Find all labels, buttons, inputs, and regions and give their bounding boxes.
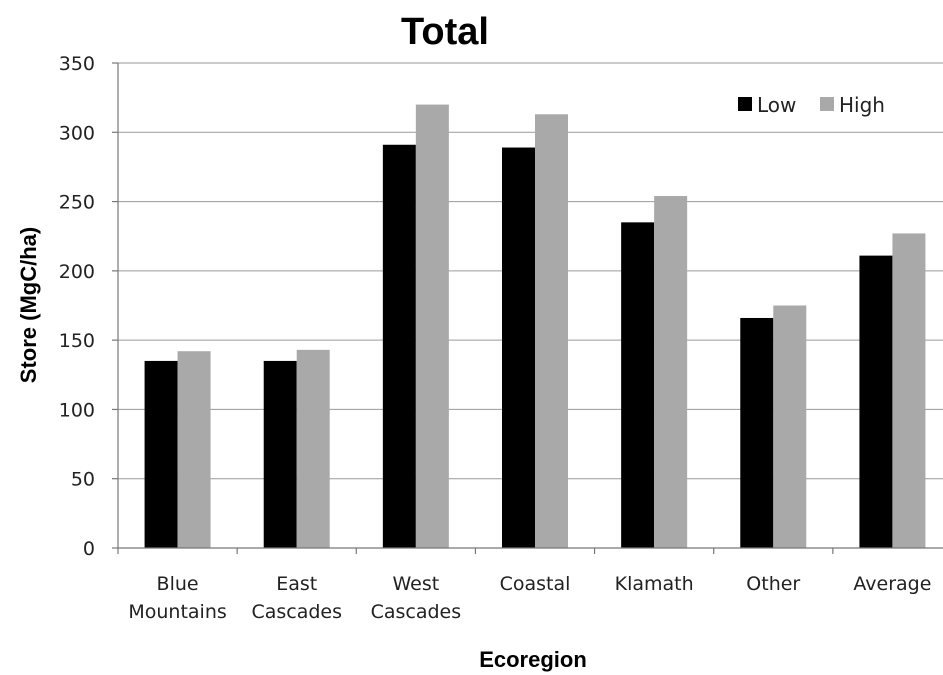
- y-tick-label: 0: [83, 538, 95, 560]
- y-tick-label: 350: [59, 53, 95, 75]
- legend-swatch-low: [738, 97, 752, 111]
- x-tick-label: Klamath: [615, 573, 694, 595]
- y-tick-label: 200: [59, 261, 95, 283]
- bar-high: [296, 349, 330, 548]
- bars: [144, 104, 926, 549]
- x-tick-label: Coastal: [500, 573, 571, 595]
- chart-title: Total: [401, 11, 489, 53]
- bar-high: [892, 233, 926, 548]
- x-axis-title: Ecoregion: [479, 647, 587, 672]
- bar-high: [773, 305, 807, 548]
- x-tick-label: Other: [746, 573, 800, 595]
- bar-low: [621, 222, 655, 548]
- bar-low: [382, 144, 416, 548]
- bar-high: [654, 196, 688, 548]
- legend-label-low: Low: [757, 93, 796, 117]
- bar-low: [859, 255, 893, 548]
- x-tick-labels: Blue Mountains East Cascades West Cascades Coa…: [128, 573, 931, 623]
- bar-high: [535, 114, 568, 549]
- bar-high: [415, 104, 449, 549]
- axes: [112, 62, 943, 554]
- x-tick-label: Cascades: [371, 601, 462, 623]
- x-tick-label: Cascades: [251, 601, 342, 623]
- y-tick-label: 300: [59, 122, 95, 144]
- bar-low: [740, 317, 774, 548]
- x-tick-label: Average: [853, 573, 931, 595]
- legend-swatch-high: [820, 97, 834, 111]
- y-tick-label: 150: [59, 330, 95, 352]
- x-tick-label: Blue: [157, 573, 199, 595]
- bar-high: [177, 351, 211, 548]
- y-tick-label: 250: [59, 192, 95, 214]
- bar-low: [144, 360, 178, 548]
- y-axis-title: Store (MgC/ha): [16, 227, 41, 383]
- legend: Low High: [738, 93, 885, 117]
- x-tick-label: West: [392, 573, 439, 595]
- bar-low: [502, 147, 535, 548]
- legend-label-high: High: [839, 93, 885, 117]
- y-tick-label: 50: [71, 469, 95, 491]
- bar-low: [263, 360, 297, 548]
- y-tick-label: 100: [59, 399, 95, 421]
- x-tick-label: Mountains: [128, 601, 226, 623]
- y-tick-labels: 0 50 100 150 200 250 300 350: [59, 53, 95, 560]
- x-tick-label: East: [276, 573, 317, 595]
